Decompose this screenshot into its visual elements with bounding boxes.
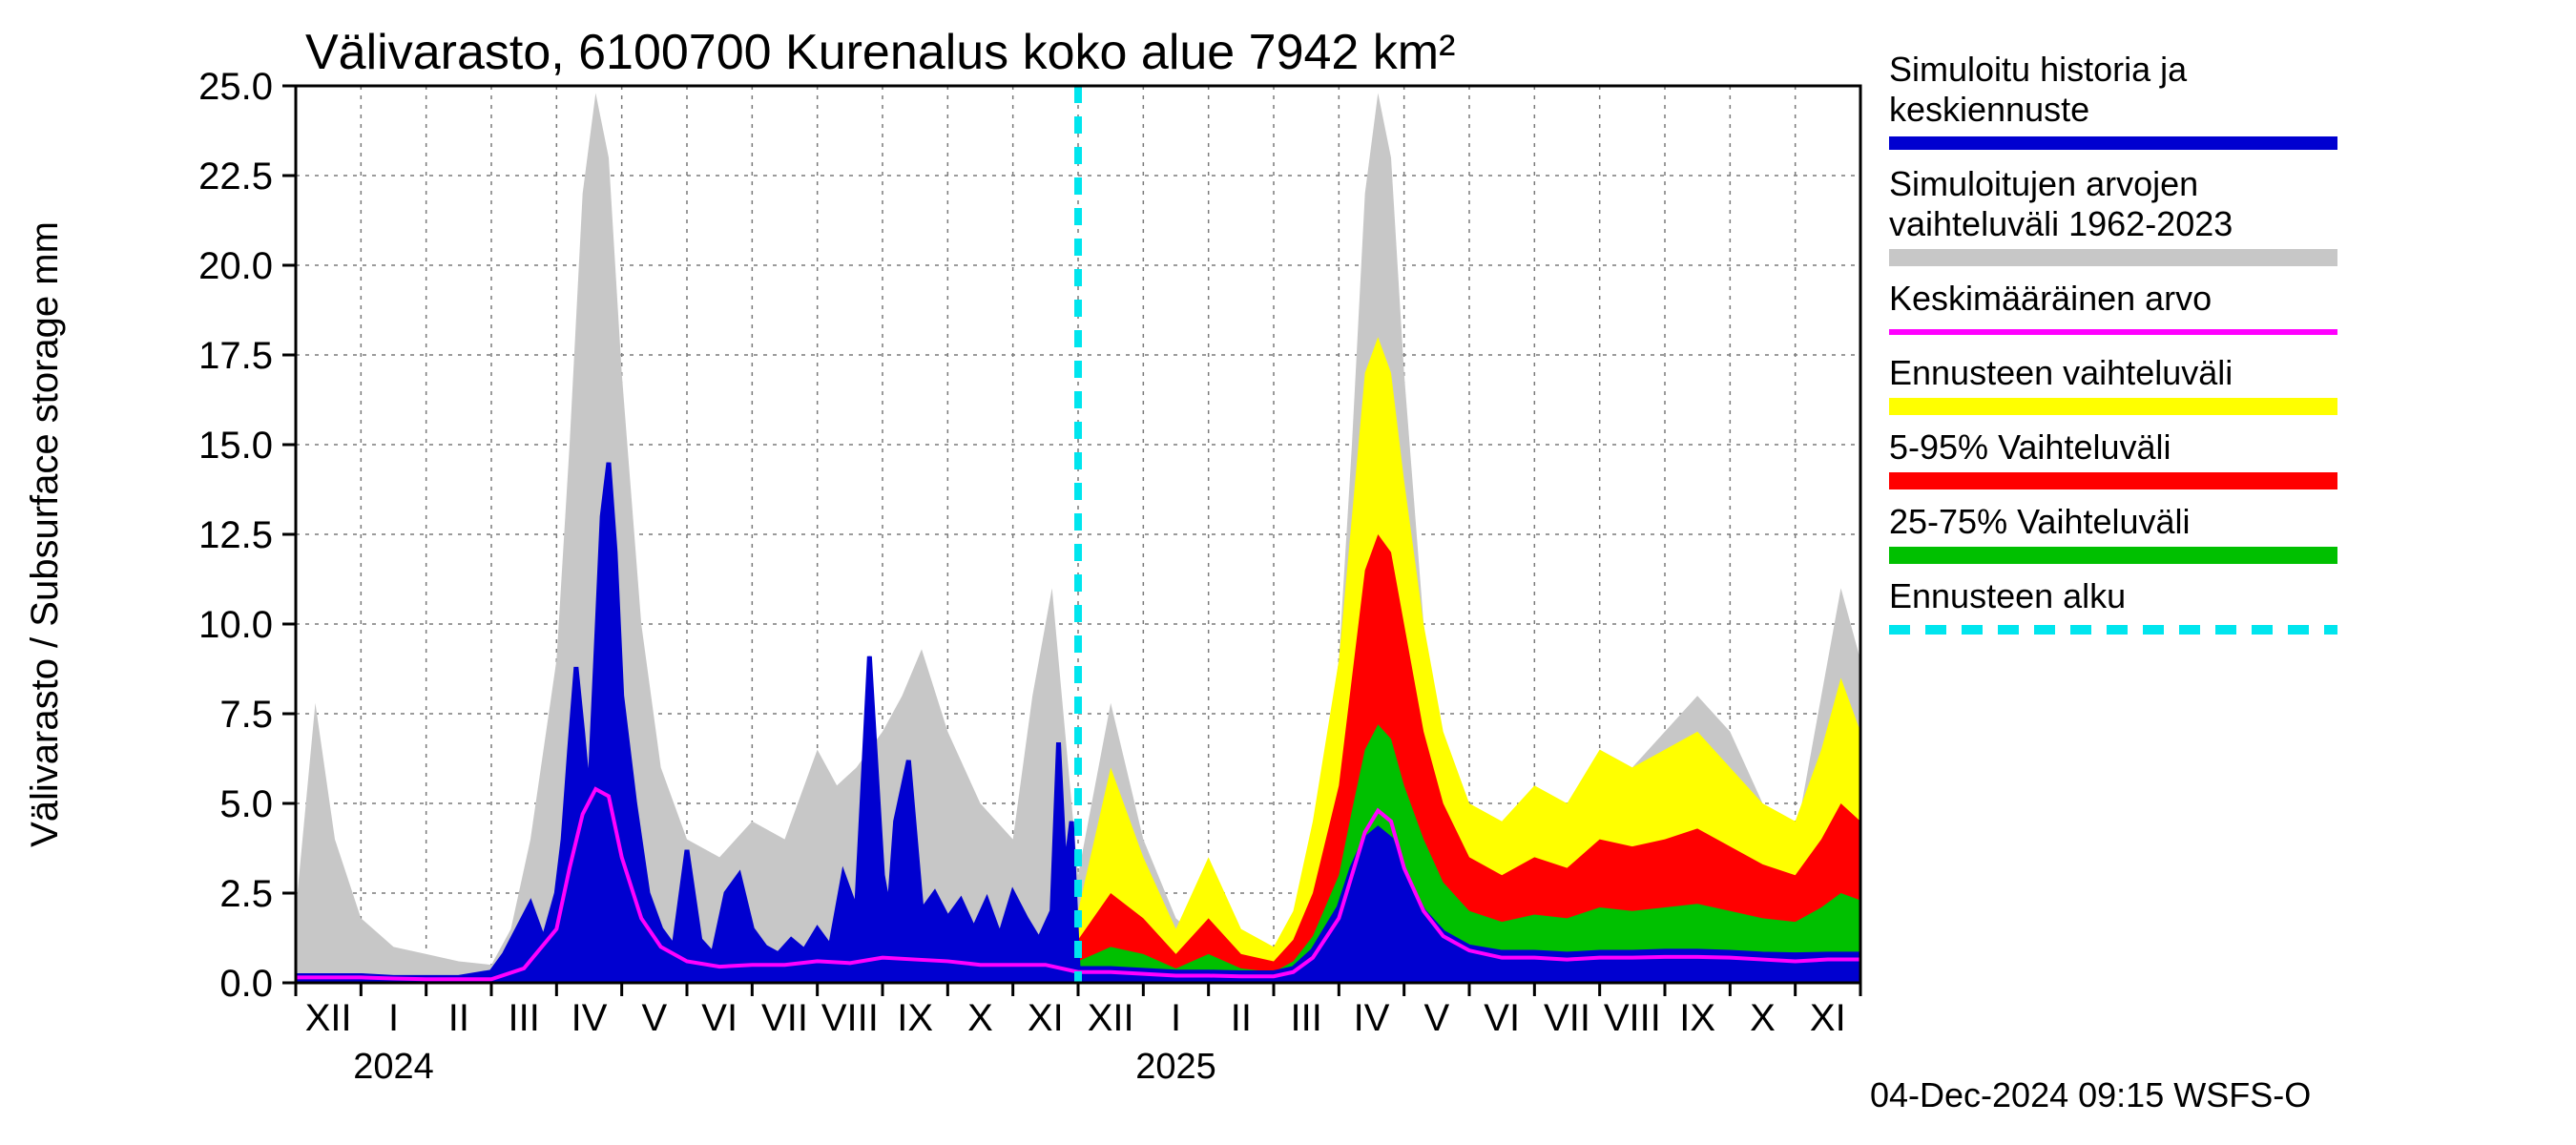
svg-text:II: II (448, 997, 469, 1039)
svg-text:V: V (641, 997, 667, 1039)
svg-text:I: I (388, 997, 399, 1039)
svg-text:I: I (1171, 997, 1181, 1039)
svg-text:22.5: 22.5 (198, 156, 273, 198)
svg-text:Simuloitu historia ja: Simuloitu historia ja (1889, 50, 2188, 89)
svg-text:keskiennuste: keskiennuste (1889, 90, 2089, 129)
svg-text:IX: IX (897, 997, 933, 1039)
svg-text:10.0: 10.0 (198, 604, 273, 646)
svg-text:2024: 2024 (353, 1047, 434, 1087)
svg-text:5-95% Vaihteluväli: 5-95% Vaihteluväli (1889, 427, 2171, 467)
svg-text:XII: XII (305, 997, 352, 1039)
chart-svg: 0.0 2.5 5.0 7.5 10.0 12.5 15.0 17.5 20.0 22.5 25.0… (0, 0, 2576, 1145)
svg-text:III: III (508, 997, 539, 1039)
svg-text:VII: VII (761, 997, 808, 1039)
svg-text:IV: IV (571, 997, 608, 1039)
svg-text:7.5: 7.5 (219, 694, 273, 736)
svg-text:vaihteluväli 1962-2023: vaihteluväli 1962-2023 (1889, 204, 2233, 243)
svg-text:Ennusteen alku: Ennusteen alku (1889, 576, 2126, 615)
hydrograph-chart: 0.0 2.5 5.0 7.5 10.0 12.5 15.0 17.5 20.0 22.5 25.0… (0, 0, 2576, 1145)
svg-text:VI: VI (1484, 997, 1520, 1039)
svg-text:XII: XII (1088, 997, 1134, 1039)
svg-text:VII: VII (1544, 997, 1590, 1039)
svg-text:IV: IV (1354, 997, 1390, 1039)
svg-text:20.0: 20.0 (198, 245, 273, 287)
svg-text:IX: IX (1679, 997, 1715, 1039)
svg-text:VI: VI (701, 997, 737, 1039)
svg-text:X: X (1750, 997, 1776, 1039)
svg-text:III: III (1290, 997, 1321, 1039)
svg-text:15.0: 15.0 (198, 425, 273, 467)
svg-text:5.0: 5.0 (219, 783, 273, 825)
svg-text:12.5: 12.5 (198, 514, 273, 556)
svg-text:VIII: VIII (1604, 997, 1661, 1039)
svg-text:25-75% Vaihteluväli: 25-75% Vaihteluväli (1889, 502, 2191, 541)
svg-text:2.5: 2.5 (219, 873, 273, 915)
svg-text:Välivarasto, 6100700 Kurenalus: Välivarasto, 6100700 Kurenalus koko alue… (305, 25, 1455, 80)
svg-text:VIII: VIII (821, 997, 879, 1039)
svg-text:V: V (1423, 997, 1449, 1039)
svg-text:II: II (1231, 997, 1252, 1039)
svg-text:XI: XI (1028, 997, 1064, 1039)
svg-text:25.0: 25.0 (198, 66, 273, 108)
svg-text:2025: 2025 (1135, 1047, 1216, 1087)
svg-text:17.5: 17.5 (198, 335, 273, 377)
svg-text:XI: XI (1810, 997, 1846, 1039)
svg-text:Simuloitujen arvojen: Simuloitujen arvojen (1889, 164, 2198, 203)
svg-text:X: X (967, 997, 993, 1039)
svg-text:0.0: 0.0 (219, 963, 273, 1005)
svg-text:04-Dec-2024 09:15 WSFS-O: 04-Dec-2024 09:15 WSFS-O (1870, 1075, 2311, 1114)
svg-text:Välivarasto / Subsurface stora: Välivarasto / Subsurface storage mm (24, 221, 66, 847)
svg-text:Keskimääräinen arvo: Keskimääräinen arvo (1889, 279, 2212, 318)
svg-text:Ennusteen vaihteluväli: Ennusteen vaihteluväli (1889, 353, 2233, 392)
